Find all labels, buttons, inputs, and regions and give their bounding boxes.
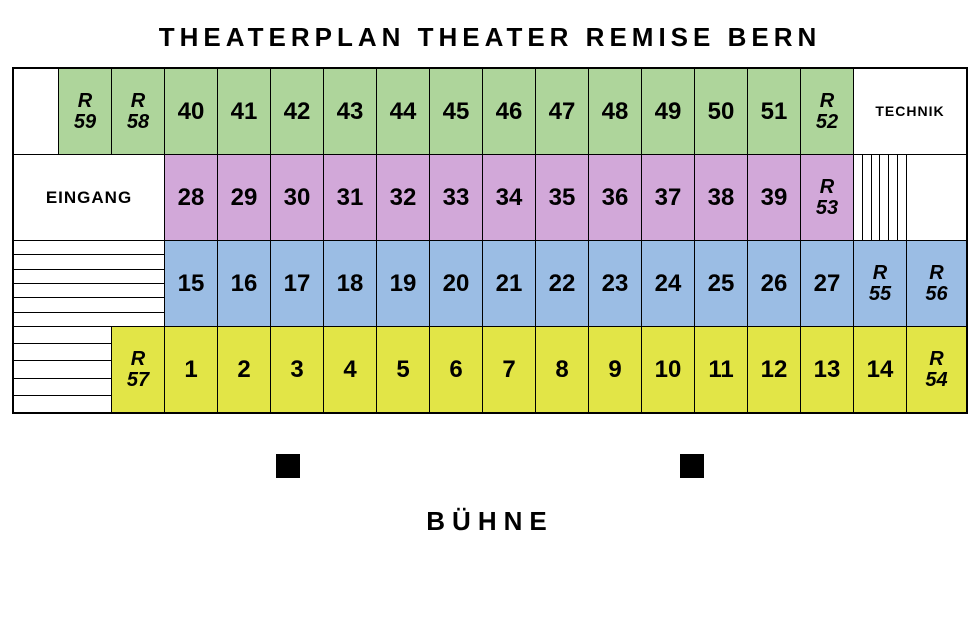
seat-46: 46 — [483, 69, 536, 154]
seat-31: 31 — [324, 155, 377, 240]
seat-r56: R 56 — [907, 241, 966, 326]
seat-4: 4 — [324, 327, 377, 412]
seat-r57: R 57 — [112, 327, 165, 412]
technik-label: TECHNIK — [854, 69, 966, 154]
r-num: 58 — [127, 112, 149, 133]
seating-plan: R 59 R 58 40 41 42 43 44 45 46 47 48 49 … — [12, 67, 968, 414]
seat-6: 6 — [430, 327, 483, 412]
seat-20: 20 — [430, 241, 483, 326]
left-stairs-2 — [14, 327, 112, 412]
r-label: R — [929, 263, 943, 284]
r-label: R — [820, 91, 834, 112]
seat-21: 21 — [483, 241, 536, 326]
seat-24: 24 — [642, 241, 695, 326]
seat-29: 29 — [218, 155, 271, 240]
row-1: R 59 R 58 40 41 42 43 44 45 46 47 48 49 … — [14, 69, 966, 155]
seat-50: 50 — [695, 69, 748, 154]
seat-40: 40 — [165, 69, 218, 154]
seat-16: 16 — [218, 241, 271, 326]
seat-3: 3 — [271, 327, 324, 412]
seat-r55: R 55 — [854, 241, 907, 326]
r-label: R — [131, 349, 145, 370]
r-label: R — [131, 91, 145, 112]
seat-38: 38 — [695, 155, 748, 240]
seat-2: 2 — [218, 327, 271, 412]
seat-32: 32 — [377, 155, 430, 240]
seat-10: 10 — [642, 327, 695, 412]
seat-37: 37 — [642, 155, 695, 240]
r-label: R — [873, 263, 887, 284]
row-2: EINGANG 28 29 30 31 32 33 34 35 36 37 38… — [14, 155, 966, 241]
seat-14: 14 — [854, 327, 907, 412]
r-num: 57 — [127, 370, 149, 391]
seat-44: 44 — [377, 69, 430, 154]
r-num: 53 — [816, 198, 838, 219]
r-label: R — [820, 177, 834, 198]
seat-22: 22 — [536, 241, 589, 326]
r-label: R — [78, 91, 92, 112]
seat-19: 19 — [377, 241, 430, 326]
seat-27: 27 — [801, 241, 854, 326]
seat-51: 51 — [748, 69, 801, 154]
seat-49: 49 — [642, 69, 695, 154]
seat-48: 48 — [589, 69, 642, 154]
blank — [907, 155, 966, 240]
r-num: 52 — [816, 112, 838, 133]
seat-39: 39 — [748, 155, 801, 240]
seat-30: 30 — [271, 155, 324, 240]
seat-28: 28 — [165, 155, 218, 240]
seat-8: 8 — [536, 327, 589, 412]
row-3: 15 16 17 18 19 20 21 22 23 24 25 26 27 R… — [14, 241, 966, 327]
seat-45: 45 — [430, 69, 483, 154]
seat-26: 26 — [748, 241, 801, 326]
r-num: 56 — [925, 284, 947, 305]
seat-41: 41 — [218, 69, 271, 154]
seat-33: 33 — [430, 155, 483, 240]
seat-11: 11 — [695, 327, 748, 412]
r-num: 55 — [869, 284, 891, 305]
seat-43: 43 — [324, 69, 377, 154]
left-stairs-1 — [14, 241, 165, 326]
r-num: 59 — [74, 112, 96, 133]
stage-label: BÜHNE — [0, 478, 980, 537]
seat-18: 18 — [324, 241, 377, 326]
r-num: 54 — [925, 370, 947, 391]
r-label: R — [929, 349, 943, 370]
seat-r52: R 52 — [801, 69, 854, 154]
stage-marker-left — [276, 454, 300, 478]
stage-markers — [0, 414, 980, 478]
seat-17: 17 — [271, 241, 324, 326]
seat-34: 34 — [483, 155, 536, 240]
seat-13: 13 — [801, 327, 854, 412]
row-4: R 57 1 2 3 4 5 6 7 8 9 10 11 12 13 14 R … — [14, 327, 966, 412]
seat-25: 25 — [695, 241, 748, 326]
seat-36: 36 — [589, 155, 642, 240]
seat-23: 23 — [589, 241, 642, 326]
seat-7: 7 — [483, 327, 536, 412]
page-title: THEATERPLAN THEATER REMISE BERN — [0, 0, 980, 67]
seat-1: 1 — [165, 327, 218, 412]
seat-15: 15 — [165, 241, 218, 326]
stage-marker-right — [680, 454, 704, 478]
seat-r59: R 59 — [59, 69, 112, 154]
eingang-label: EINGANG — [14, 155, 165, 240]
seat-9: 9 — [589, 327, 642, 412]
blank — [14, 69, 59, 154]
seat-47: 47 — [536, 69, 589, 154]
seat-5: 5 — [377, 327, 430, 412]
seat-12: 12 — [748, 327, 801, 412]
seat-r54: R 54 — [907, 327, 966, 412]
seat-42: 42 — [271, 69, 324, 154]
seat-r58: R 58 — [112, 69, 165, 154]
technik-slats — [854, 155, 907, 240]
seat-35: 35 — [536, 155, 589, 240]
seat-r53: R 53 — [801, 155, 854, 240]
